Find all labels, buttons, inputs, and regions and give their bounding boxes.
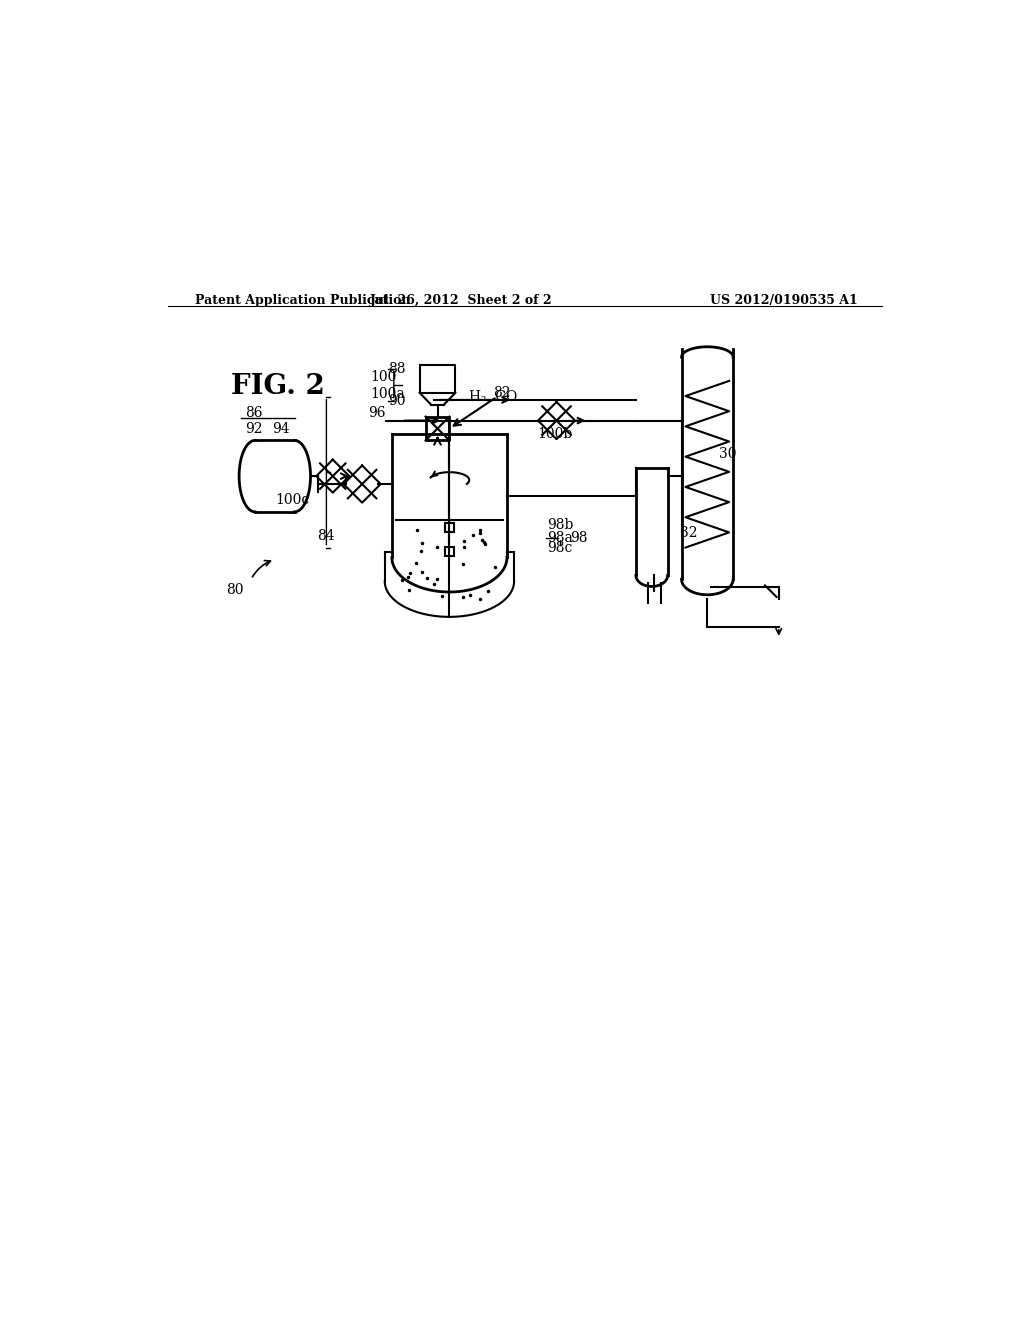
Text: 82: 82: [494, 385, 511, 400]
Text: 100c: 100c: [275, 492, 310, 507]
Text: 98a: 98a: [547, 531, 572, 545]
Text: H₂, CO: H₂, CO: [469, 389, 517, 404]
Text: 96: 96: [368, 405, 385, 420]
Text: Patent Application Publication: Patent Application Publication: [196, 293, 411, 306]
Text: Jul. 26, 2012  Sheet 2 of 2: Jul. 26, 2012 Sheet 2 of 2: [370, 293, 553, 306]
Text: 94: 94: [272, 421, 290, 436]
Text: 80: 80: [226, 582, 244, 597]
Text: 30: 30: [719, 447, 736, 461]
Text: 32: 32: [680, 527, 697, 540]
Text: US 2012/0190535 A1: US 2012/0190535 A1: [711, 293, 858, 306]
Text: 84: 84: [316, 528, 335, 543]
Text: 90: 90: [388, 393, 406, 408]
Text: 92: 92: [245, 421, 262, 436]
Text: 86: 86: [246, 405, 263, 420]
Text: FIG. 2: FIG. 2: [231, 374, 325, 400]
Text: 100a: 100a: [370, 387, 404, 401]
Text: 100b: 100b: [538, 428, 572, 441]
Bar: [444, 546, 455, 556]
Text: 98c: 98c: [547, 541, 572, 556]
Text: 100: 100: [370, 370, 396, 384]
Bar: [444, 523, 455, 532]
Text: 98: 98: [570, 531, 588, 545]
Text: 88: 88: [388, 362, 406, 376]
Text: 98b: 98b: [547, 519, 573, 532]
